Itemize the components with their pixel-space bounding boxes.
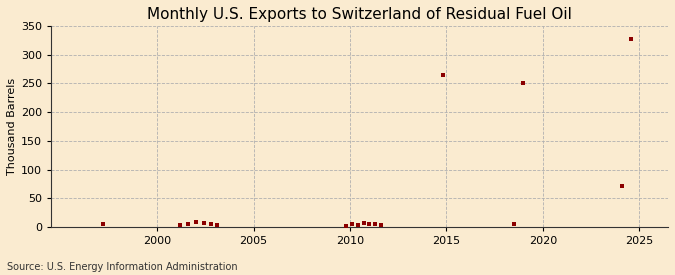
- Point: [518, 81, 529, 85]
- Point: [98, 222, 109, 226]
- Text: Source: U.S. Energy Information Administration: Source: U.S. Energy Information Administ…: [7, 262, 238, 272]
- Point: [358, 221, 369, 225]
- Point: [508, 222, 519, 226]
- Point: [175, 223, 186, 227]
- Title: Monthly U.S. Exports to Switzerland of Residual Fuel Oil: Monthly U.S. Exports to Switzerland of R…: [147, 7, 572, 22]
- Point: [212, 222, 223, 227]
- Point: [346, 222, 357, 226]
- Point: [375, 222, 386, 227]
- Point: [364, 221, 375, 226]
- Y-axis label: Thousand Barrels: Thousand Barrels: [7, 78, 17, 175]
- Point: [190, 220, 201, 224]
- Point: [616, 183, 627, 188]
- Point: [206, 222, 217, 226]
- Point: [626, 36, 637, 41]
- Point: [198, 221, 209, 225]
- Point: [341, 224, 352, 228]
- Point: [370, 222, 381, 226]
- Point: [437, 73, 448, 77]
- Point: [352, 222, 363, 227]
- Point: [183, 221, 194, 226]
